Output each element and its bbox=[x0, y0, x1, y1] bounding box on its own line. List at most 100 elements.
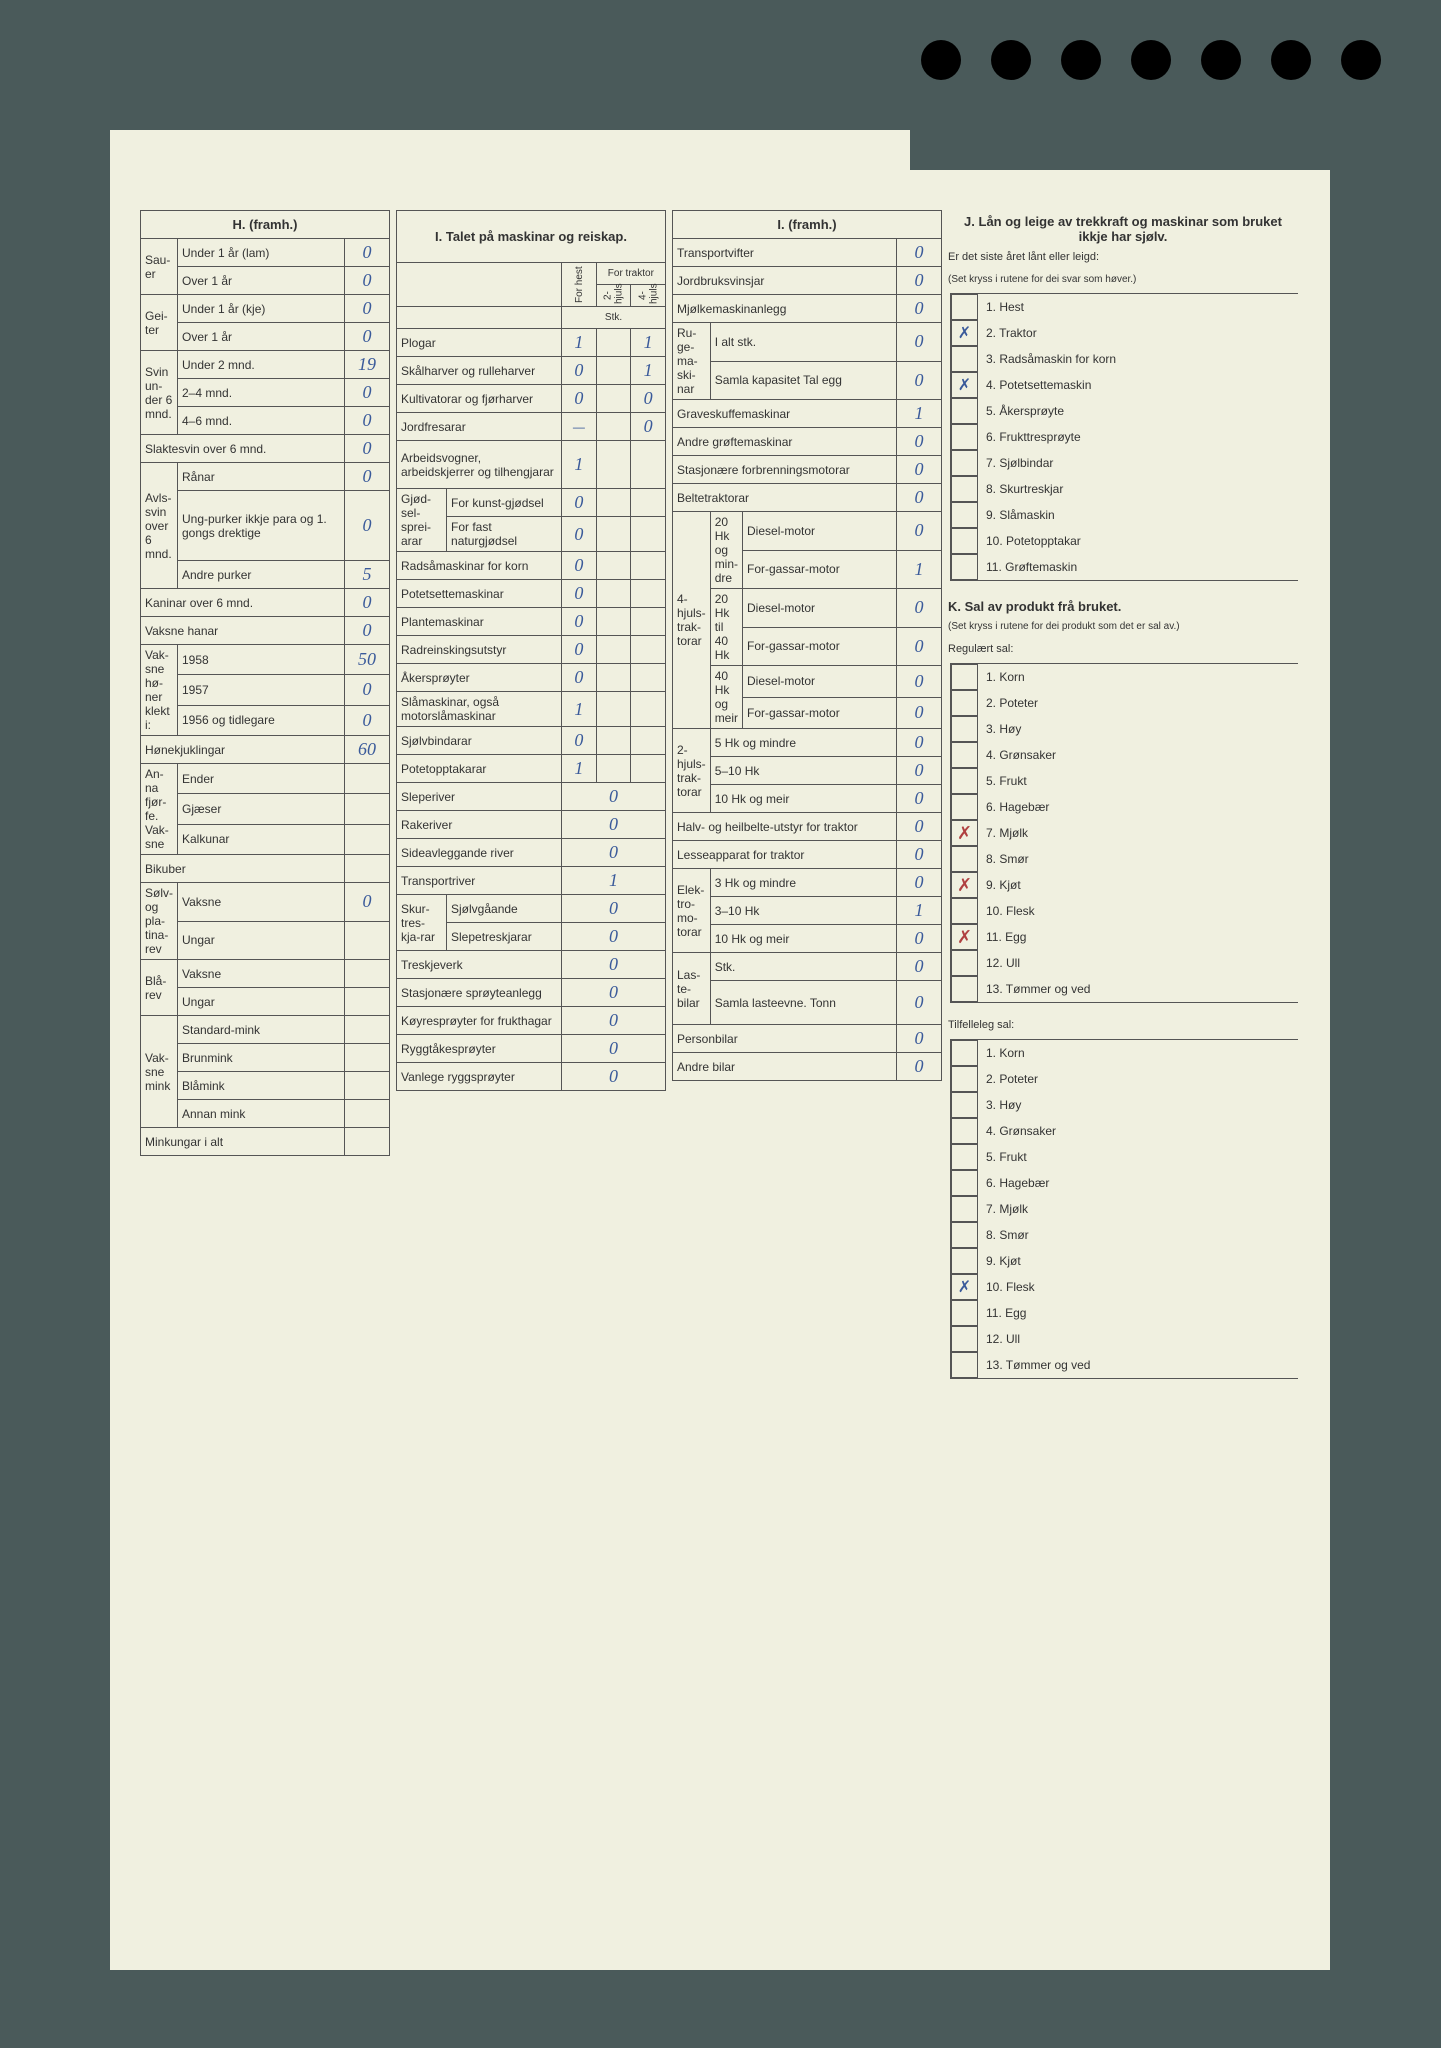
section-i-machines: I. Talet på maskinar og reiskap. For hes… bbox=[396, 210, 666, 1379]
checklist-row: 9. Slåmaskin bbox=[951, 502, 1298, 528]
checkbox[interactable] bbox=[952, 768, 978, 794]
checklist-row: 3. Radsåmaskin for korn bbox=[951, 346, 1298, 372]
checkbox[interactable]: ✗ bbox=[952, 372, 978, 398]
checklist-label: 9. Kjøt bbox=[978, 1254, 1298, 1268]
binder-holes bbox=[921, 40, 1381, 80]
checkbox[interactable] bbox=[952, 1066, 978, 1092]
checklist-label: 4. Grønsaker bbox=[978, 1124, 1298, 1138]
checkbox[interactable] bbox=[952, 1040, 978, 1066]
checklist-label: 10. Flesk bbox=[978, 904, 1298, 918]
checklist-label: 4. Potetsettemaskin bbox=[978, 378, 1298, 392]
checklist-row: 7. Sjølbindar bbox=[951, 450, 1298, 476]
checklist-row: ✗11. Egg bbox=[951, 924, 1298, 950]
checklist-label: 4. Grønsaker bbox=[978, 748, 1298, 762]
checklist-label: 2. Poteter bbox=[978, 1072, 1298, 1086]
checkbox[interactable] bbox=[952, 1144, 978, 1170]
section-k-title: K. Sal av produkt frå bruket. bbox=[948, 599, 1298, 614]
section-jk: J. Lån og leige av trekkraft og maskinar… bbox=[948, 210, 1298, 1379]
checkbox[interactable] bbox=[952, 1196, 978, 1222]
checkbox[interactable] bbox=[952, 294, 978, 320]
checklist-label: 13. Tømmer og ved bbox=[978, 982, 1298, 996]
checklist-label: 2. Traktor bbox=[978, 326, 1298, 340]
checkbox[interactable] bbox=[952, 1326, 978, 1352]
checklist-row: 2. Poteter bbox=[951, 1066, 1298, 1092]
checkbox[interactable] bbox=[952, 554, 978, 580]
section-i2-title: I. (framh.) bbox=[673, 211, 942, 239]
checkbox[interactable] bbox=[952, 398, 978, 424]
checklist-label: 1. Korn bbox=[978, 670, 1298, 684]
checklist-label: 10. Potetopptakar bbox=[978, 534, 1298, 548]
checkbox[interactable] bbox=[952, 716, 978, 742]
checklist-row: 11. Egg bbox=[951, 1300, 1298, 1326]
checklist-label: 13. Tømmer og ved bbox=[978, 1358, 1298, 1372]
checkbox[interactable] bbox=[952, 664, 978, 690]
checklist-row: 3. Høy bbox=[951, 716, 1298, 742]
checklist-row: 12. Ull bbox=[951, 1326, 1298, 1352]
checkbox[interactable] bbox=[952, 450, 978, 476]
section-k-regular-list: 1. Korn 2. Poteter 3. Høy 4. Grønsaker 5. Fr… bbox=[950, 663, 1298, 1003]
checkbox[interactable]: ✗ bbox=[952, 820, 978, 846]
checklist-label: 8. Smør bbox=[978, 852, 1298, 866]
checkbox[interactable] bbox=[952, 1092, 978, 1118]
checkbox[interactable] bbox=[952, 1248, 978, 1274]
checkbox[interactable] bbox=[952, 1300, 978, 1326]
checklist-row: 1. Korn bbox=[951, 1040, 1298, 1066]
section-h: H. (framh.) Sau-er Under 1 år (lam) 0 Ov… bbox=[140, 210, 390, 1379]
checklist-row: 1. Korn bbox=[951, 664, 1298, 690]
section-j-list: 1. Hest✗2. Traktor3. Radsåmaskin for kor… bbox=[950, 293, 1298, 581]
checklist-label: 1. Korn bbox=[978, 1046, 1298, 1060]
checklist-label: 9. Slåmaskin bbox=[978, 508, 1298, 522]
checklist-row: 13. Tømmer og ved bbox=[951, 976, 1298, 1002]
section-j-title: J. Lån og leige av trekkraft og maskinar… bbox=[948, 214, 1298, 244]
section-h-title: H. (framh.) bbox=[141, 211, 390, 239]
checkbox[interactable] bbox=[952, 1118, 978, 1144]
checklist-label: 10. Flesk bbox=[978, 1280, 1298, 1294]
checklist-label: 6. Hagebær bbox=[978, 1176, 1298, 1190]
checklist-row: 5. Frukt bbox=[951, 1144, 1298, 1170]
checklist-row: ✗7. Mjølk bbox=[951, 820, 1298, 846]
checkbox[interactable] bbox=[952, 846, 978, 872]
checklist-label: 3. Radsåmaskin for korn bbox=[978, 352, 1298, 366]
checkbox[interactable]: ✗ bbox=[952, 320, 978, 346]
checkbox[interactable] bbox=[952, 690, 978, 716]
checklist-row: 12. Ull bbox=[951, 950, 1298, 976]
form-paper: H. (framh.) Sau-er Under 1 år (lam) 0 Ov… bbox=[110, 170, 1330, 1970]
checklist-label: 6. Hagebær bbox=[978, 800, 1298, 814]
checklist-label: 9. Kjøt bbox=[978, 878, 1298, 892]
checklist-row: 8. Skurtreskjar bbox=[951, 476, 1298, 502]
checkbox[interactable] bbox=[952, 950, 978, 976]
checklist-label: 7. Sjølbindar bbox=[978, 456, 1298, 470]
section-i-cont: I. (framh.) Transportvifter 0 Jordbruksv… bbox=[672, 210, 942, 1379]
checklist-row: 11. Grøftemaskin bbox=[951, 554, 1298, 580]
checkbox[interactable] bbox=[952, 976, 978, 1002]
checkbox[interactable] bbox=[952, 1170, 978, 1196]
checklist-row: 3. Høy bbox=[951, 1092, 1298, 1118]
checklist-label: 1. Hest bbox=[978, 300, 1298, 314]
checkbox[interactable]: ✗ bbox=[952, 872, 978, 898]
checkbox[interactable] bbox=[952, 528, 978, 554]
checkbox[interactable] bbox=[952, 898, 978, 924]
checkbox[interactable]: ✗ bbox=[952, 1274, 978, 1300]
checkbox[interactable] bbox=[952, 1222, 978, 1248]
checkbox[interactable] bbox=[952, 346, 978, 372]
checklist-label: 5. Frukt bbox=[978, 1150, 1298, 1164]
checkbox[interactable] bbox=[952, 424, 978, 450]
checklist-label: 3. Høy bbox=[978, 1098, 1298, 1112]
checkbox[interactable] bbox=[952, 502, 978, 528]
checklist-label: 5. Frukt bbox=[978, 774, 1298, 788]
checkbox[interactable]: ✗ bbox=[952, 924, 978, 950]
checklist-row: ✗4. Potetsettemaskin bbox=[951, 372, 1298, 398]
checklist-label: 3. Høy bbox=[978, 722, 1298, 736]
checklist-row: 9. Kjøt bbox=[951, 1248, 1298, 1274]
checklist-label: 2. Poteter bbox=[978, 696, 1298, 710]
page: H. (framh.) Sau-er Under 1 år (lam) 0 Ov… bbox=[0, 0, 1441, 2048]
section-k-occasional-list: 1. Korn 2. Poteter 3. Høy 4. Grønsaker 5. Fr… bbox=[950, 1039, 1298, 1379]
checklist-row: 1. Hest bbox=[951, 294, 1298, 320]
checklist-label: 11. Egg bbox=[978, 1306, 1298, 1320]
checkbox[interactable] bbox=[952, 794, 978, 820]
checklist-row: 8. Smør bbox=[951, 846, 1298, 872]
checkbox[interactable] bbox=[952, 1352, 978, 1378]
checkbox[interactable] bbox=[952, 476, 978, 502]
checkbox[interactable] bbox=[952, 742, 978, 768]
checklist-row: 2. Poteter bbox=[951, 690, 1298, 716]
